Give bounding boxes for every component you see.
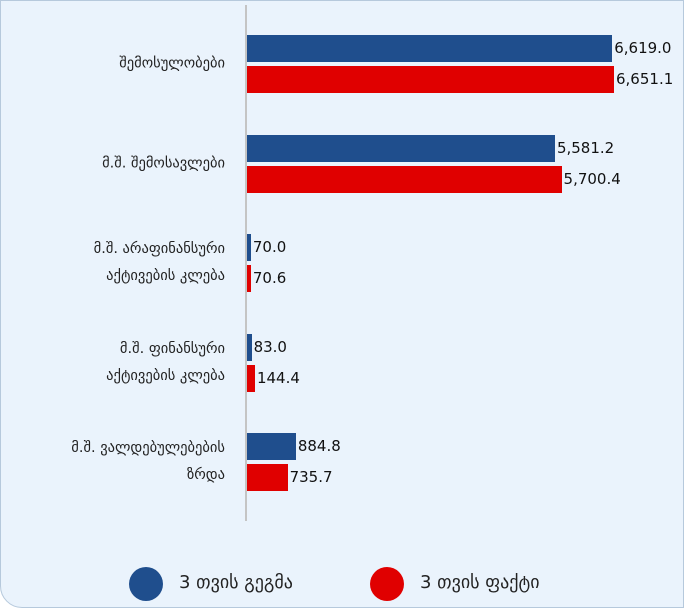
value-label: 83.0 (253, 337, 287, 356)
value-label: 884.8 (297, 437, 341, 455)
category-label: მ.შ. არაფინანსური აქტივების კლება (93, 241, 225, 284)
legend-marker (370, 567, 404, 601)
bar (247, 464, 288, 491)
bar (247, 333, 252, 361)
legend-marker (129, 567, 163, 601)
bar (247, 165, 562, 193)
bar (247, 364, 255, 392)
bar (247, 66, 614, 93)
bar (247, 35, 613, 62)
legend-label: 3 თვის გეგმა (179, 572, 293, 593)
value-label: 70.0 (252, 238, 287, 256)
category-label: შემოსულობები (119, 55, 225, 72)
category-label: მ.შ. ვალდებულებების ზრდა (71, 440, 225, 483)
bar (247, 134, 555, 162)
legend-label: 3 თვის ფაქტი (420, 572, 540, 593)
value-label: 6,651.1 (616, 70, 674, 88)
value-label: 5,581.2 (556, 138, 615, 157)
axis-line (245, 5, 247, 521)
value-label: 70.6 (252, 269, 287, 287)
value-label: 6,619.0 (614, 39, 672, 57)
value-label: 144.4 (256, 368, 300, 387)
bar (247, 433, 296, 460)
value-label: 5,700.4 (563, 169, 621, 188)
category-label: მ.შ. ფინანსური აქტივების კლება (106, 340, 225, 384)
value-label: 735.7 (289, 468, 333, 486)
bar (247, 265, 251, 292)
category-label: მ.შ. შემოსავლები (102, 155, 225, 171)
bar (247, 234, 251, 261)
